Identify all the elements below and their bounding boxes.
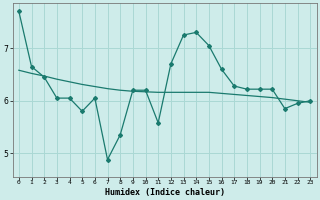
X-axis label: Humidex (Indice chaleur): Humidex (Indice chaleur) — [105, 188, 225, 197]
